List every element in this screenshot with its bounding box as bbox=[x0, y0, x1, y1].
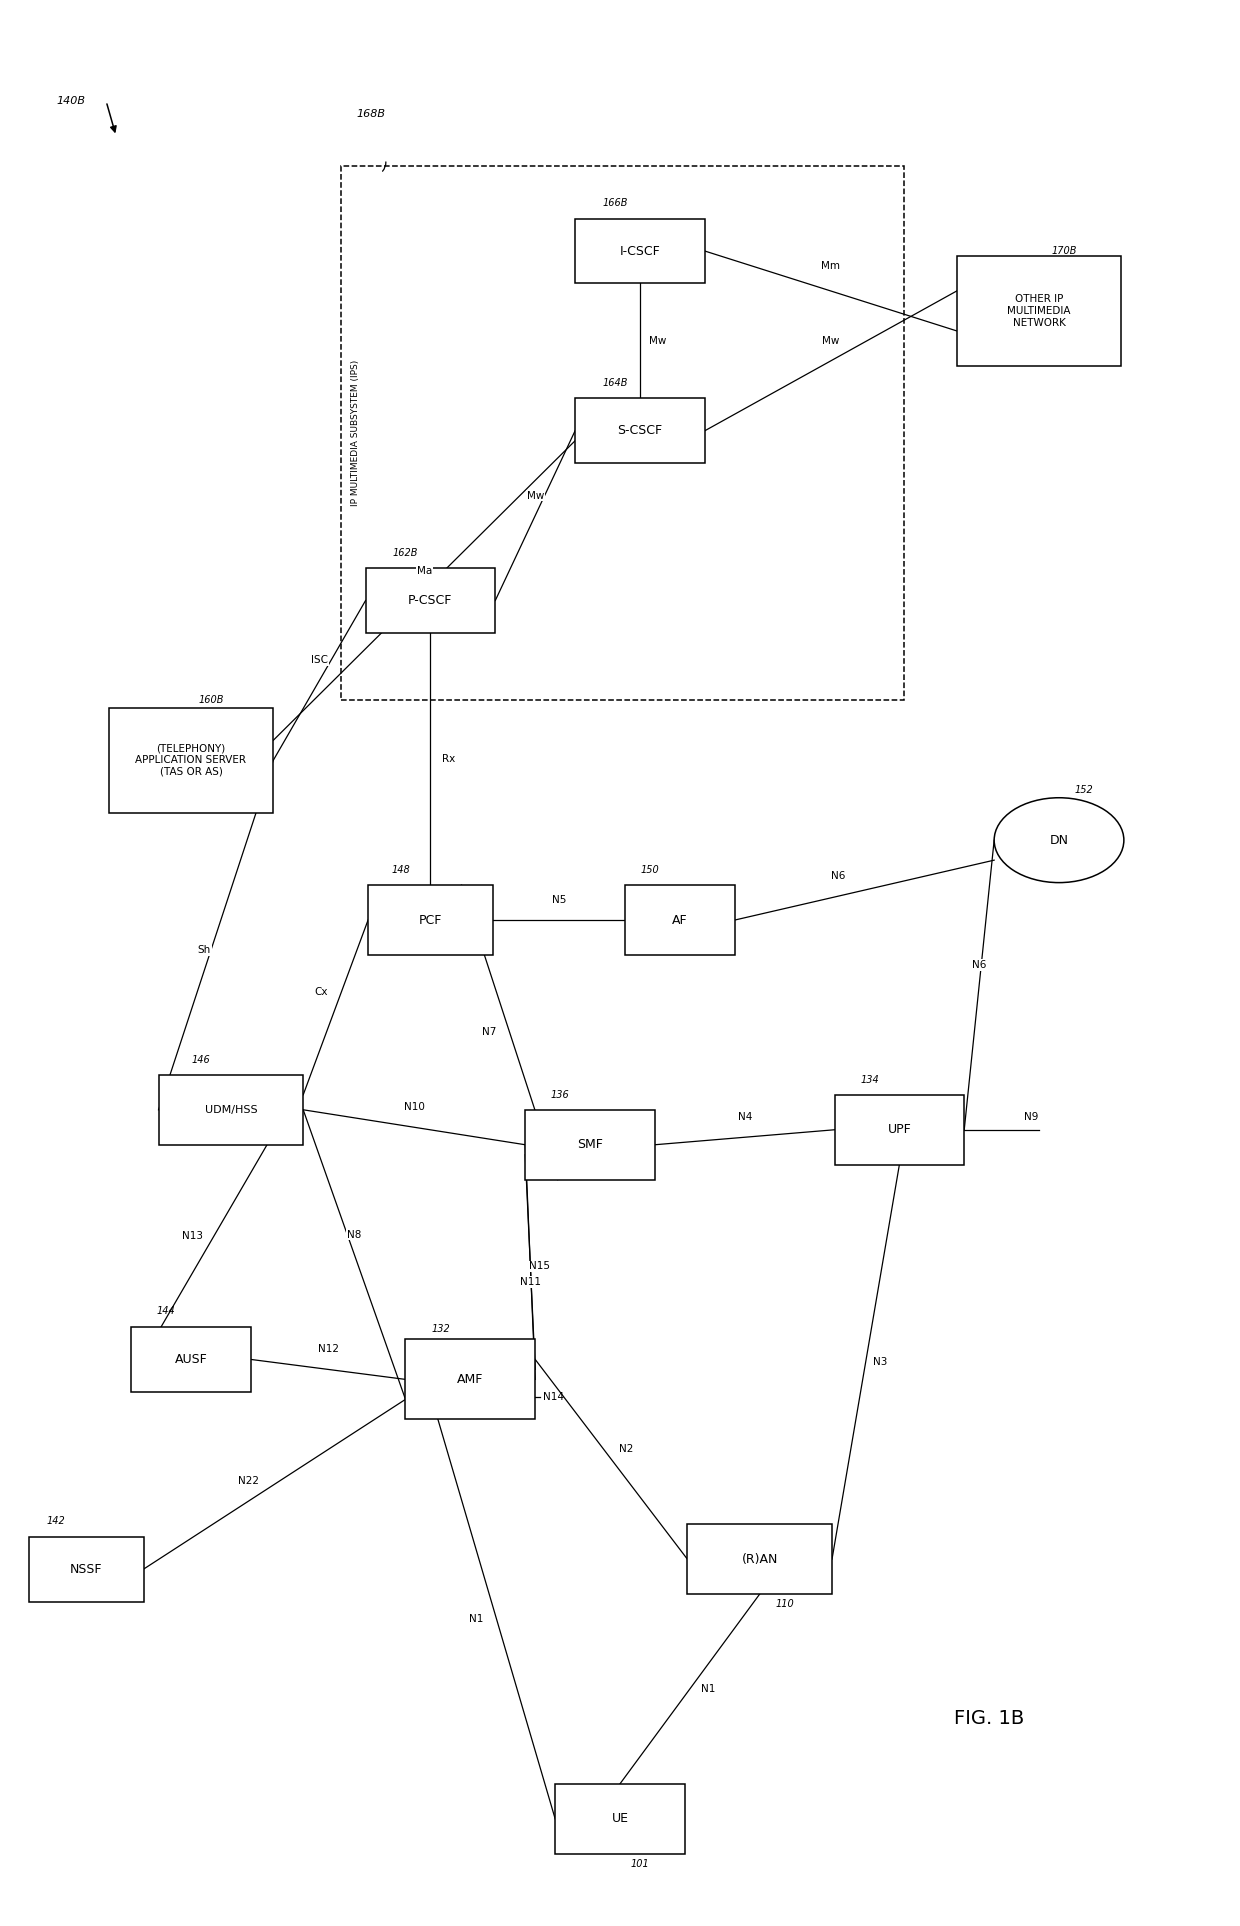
Text: I-CSCF: I-CSCF bbox=[620, 245, 661, 258]
FancyBboxPatch shape bbox=[526, 1109, 655, 1181]
Text: N12: N12 bbox=[317, 1344, 339, 1354]
Text: Mw: Mw bbox=[650, 335, 667, 347]
FancyBboxPatch shape bbox=[575, 399, 704, 464]
Text: N22: N22 bbox=[238, 1475, 259, 1487]
Text: N13: N13 bbox=[181, 1231, 202, 1240]
Text: N7: N7 bbox=[482, 1027, 497, 1038]
FancyBboxPatch shape bbox=[687, 1523, 832, 1595]
Text: Mw: Mw bbox=[527, 491, 544, 501]
Text: N6: N6 bbox=[831, 871, 846, 880]
Text: Rx: Rx bbox=[441, 755, 455, 765]
Text: 150: 150 bbox=[641, 865, 660, 874]
Text: 140B: 140B bbox=[56, 96, 86, 106]
Text: AUSF: AUSF bbox=[175, 1352, 207, 1366]
FancyBboxPatch shape bbox=[405, 1339, 536, 1419]
Text: 168B: 168B bbox=[356, 110, 386, 119]
Text: AMF: AMF bbox=[458, 1373, 484, 1387]
Text: 146: 146 bbox=[191, 1055, 211, 1065]
Text: Cx: Cx bbox=[314, 988, 327, 998]
Text: N3: N3 bbox=[873, 1358, 888, 1367]
Text: S-CSCF: S-CSCF bbox=[618, 424, 662, 437]
Text: IP MULTIMEDIA SUBSYSTEM (IPS): IP MULTIMEDIA SUBSYSTEM (IPS) bbox=[351, 360, 360, 507]
Text: 136: 136 bbox=[551, 1090, 569, 1100]
Text: Mm: Mm bbox=[821, 262, 841, 272]
Ellipse shape bbox=[994, 797, 1123, 882]
Text: N14: N14 bbox=[543, 1392, 564, 1402]
Text: Ma: Ma bbox=[417, 566, 432, 576]
Text: 170B: 170B bbox=[1052, 247, 1076, 256]
Text: N1: N1 bbox=[701, 1683, 715, 1695]
FancyBboxPatch shape bbox=[29, 1537, 144, 1602]
FancyBboxPatch shape bbox=[159, 1075, 304, 1144]
Text: 164B: 164B bbox=[603, 377, 627, 387]
FancyBboxPatch shape bbox=[575, 218, 704, 283]
Text: DN: DN bbox=[1049, 834, 1069, 847]
Text: ISC: ISC bbox=[311, 655, 327, 666]
Text: N11: N11 bbox=[520, 1277, 541, 1287]
Text: Sh: Sh bbox=[198, 946, 211, 955]
FancyBboxPatch shape bbox=[131, 1327, 250, 1392]
Text: N10: N10 bbox=[404, 1102, 424, 1113]
Text: UDM/HSS: UDM/HSS bbox=[205, 1106, 257, 1115]
FancyBboxPatch shape bbox=[957, 256, 1121, 366]
Text: NSSF: NSSF bbox=[69, 1562, 103, 1575]
Text: N9: N9 bbox=[1024, 1111, 1038, 1121]
Text: P-CSCF: P-CSCF bbox=[408, 593, 453, 607]
Text: OTHER IP
MULTIMEDIA
NETWORK: OTHER IP MULTIMEDIA NETWORK bbox=[1007, 295, 1071, 327]
Text: N8: N8 bbox=[347, 1229, 362, 1240]
Text: 132: 132 bbox=[432, 1325, 450, 1335]
Text: FIG. 1B: FIG. 1B bbox=[954, 1710, 1024, 1728]
Text: 160B: 160B bbox=[198, 695, 223, 705]
Text: N1: N1 bbox=[470, 1614, 484, 1624]
Text: N6: N6 bbox=[972, 959, 986, 971]
Bar bbox=[341, 166, 904, 701]
Text: UE: UE bbox=[611, 1812, 629, 1826]
FancyBboxPatch shape bbox=[556, 1783, 684, 1853]
Text: N5: N5 bbox=[552, 896, 567, 905]
Text: PCF: PCF bbox=[419, 913, 443, 926]
Text: AF: AF bbox=[672, 913, 688, 926]
FancyBboxPatch shape bbox=[368, 886, 492, 955]
Text: (TELEPHONY)
APPLICATION SERVER
(TAS OR AS): (TELEPHONY) APPLICATION SERVER (TAS OR A… bbox=[135, 743, 247, 776]
Text: N4: N4 bbox=[738, 1113, 751, 1123]
Text: SMF: SMF bbox=[577, 1138, 603, 1152]
Text: 166B: 166B bbox=[603, 198, 627, 208]
Text: Mw: Mw bbox=[822, 335, 839, 347]
Text: 142: 142 bbox=[47, 1516, 66, 1525]
FancyBboxPatch shape bbox=[835, 1094, 965, 1165]
Text: 162B: 162B bbox=[393, 547, 418, 559]
Text: N2: N2 bbox=[619, 1444, 634, 1454]
Text: 148: 148 bbox=[391, 865, 410, 874]
Text: 101: 101 bbox=[631, 1859, 650, 1868]
Text: 134: 134 bbox=[861, 1075, 879, 1084]
FancyBboxPatch shape bbox=[109, 709, 273, 813]
Text: (R)AN: (R)AN bbox=[742, 1552, 777, 1566]
Text: 144: 144 bbox=[156, 1306, 175, 1317]
Text: N15: N15 bbox=[529, 1262, 551, 1271]
Text: UPF: UPF bbox=[888, 1123, 911, 1136]
FancyBboxPatch shape bbox=[366, 568, 495, 634]
Text: 110: 110 bbox=[775, 1599, 794, 1608]
FancyBboxPatch shape bbox=[625, 886, 735, 955]
Text: 152: 152 bbox=[1075, 786, 1094, 795]
